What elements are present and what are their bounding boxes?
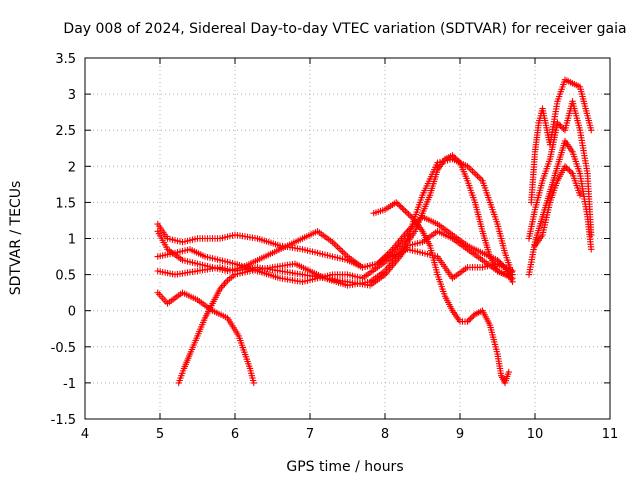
y-tick-label: 1.5	[55, 196, 76, 211]
series-track-11	[531, 163, 584, 249]
y-tick-label: 2	[68, 160, 76, 175]
tick-layer: 4 5 6 7 8 9 10 11 -1.5 -1 -0.5 0 0.5 1 1.5 2 2.5 3 3.5	[51, 52, 619, 442]
series-track-7	[370, 199, 512, 387]
y-tick-label: 0.5	[55, 269, 76, 284]
data-point	[464, 318, 471, 325]
data-point	[470, 312, 477, 319]
data-point	[588, 246, 595, 253]
data-point	[399, 204, 406, 212]
series-track-10	[525, 137, 595, 278]
series-track-9	[525, 98, 595, 242]
x-tick-label: 8	[381, 427, 389, 442]
data-point	[564, 165, 572, 173]
x-tick-label: 11	[602, 427, 619, 442]
data-point	[554, 119, 561, 127]
x-tick-label: 7	[306, 427, 314, 442]
x-tick-label: 4	[81, 427, 89, 442]
x-axis-label: GPS time / hours	[286, 459, 403, 475]
y-tick-label: -1	[63, 377, 76, 392]
data-point	[563, 164, 570, 171]
y-tick-label: -1.5	[51, 413, 76, 428]
data-point	[393, 199, 400, 206]
data-point	[396, 202, 403, 209]
series-track-8	[528, 76, 595, 206]
series-track-3	[154, 155, 516, 278]
x-tick-label: 9	[456, 427, 464, 442]
x-tick-label: 6	[231, 427, 239, 442]
data-point	[555, 121, 563, 128]
data-point	[509, 275, 516, 282]
y-tick-label: 3.5	[55, 52, 76, 67]
data-point	[397, 203, 404, 210]
data-point	[509, 267, 516, 275]
chart-title: Day 008 of 2024, Sidereal Day-to-day VTE…	[63, 21, 626, 37]
y-tick-label: 2.5	[55, 124, 76, 139]
data-point	[505, 368, 512, 376]
data-point	[561, 163, 569, 170]
series-track-5	[154, 228, 516, 289]
data-point	[465, 316, 473, 324]
data-point	[588, 127, 595, 134]
data-point	[557, 122, 564, 130]
data-point	[567, 168, 575, 176]
data-point	[468, 313, 476, 321]
x-tick-label: 10	[527, 427, 544, 442]
data-layer	[154, 76, 595, 387]
data-point	[394, 200, 401, 208]
data-point	[467, 315, 474, 322]
x-tick-label: 5	[156, 427, 164, 442]
y-axis-label: SDTVAR / TECUs	[8, 181, 24, 296]
data-point	[566, 167, 573, 174]
y-tick-label: 0	[68, 305, 76, 320]
data-point	[576, 191, 584, 199]
y-tick-label: 3	[68, 88, 76, 103]
series-track-1	[154, 289, 257, 387]
y-tick-label: 1	[68, 233, 76, 248]
y-tick-label: -0.5	[51, 341, 76, 356]
data-point	[250, 379, 257, 387]
series-track-6	[154, 246, 516, 286]
